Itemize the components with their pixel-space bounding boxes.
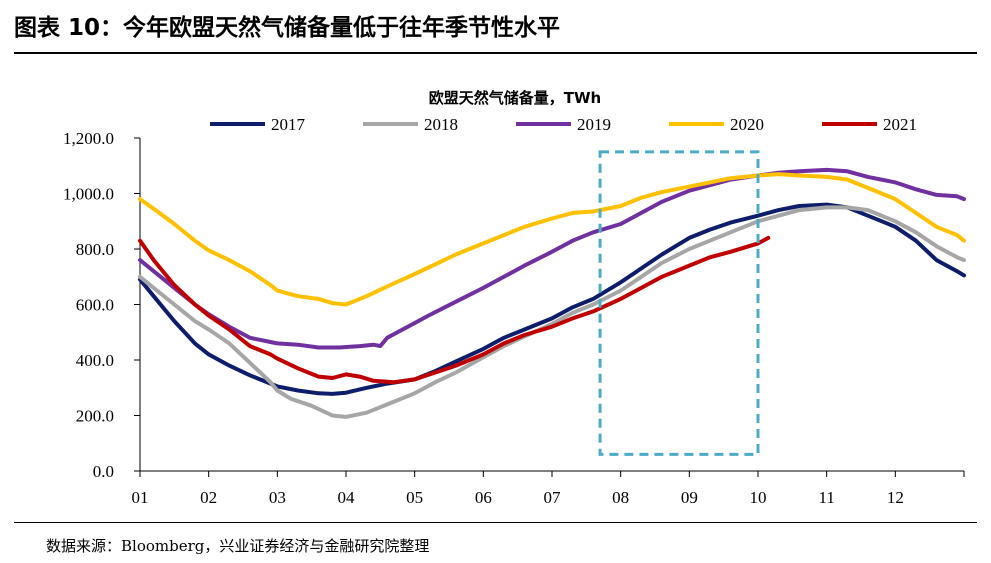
line-chart: 欧盟天然气储备量，TWh 2017 2018 2019 2020 2021 0.0 200… bbox=[63, 89, 966, 507]
legend-label-2018: 2018 bbox=[424, 115, 458, 134]
legend: 2017 2018 2019 2020 2021 bbox=[210, 115, 917, 134]
page-title: 图表 10：今年欧盟天然气储备量低于往年季节性水平 bbox=[14, 15, 561, 41]
source-note: 数据来源：Bloomberg，兴业证券经济与金融研究院整理 bbox=[46, 537, 430, 555]
x-tick-label: 03 bbox=[269, 488, 286, 507]
legend-label-2021: 2021 bbox=[883, 115, 917, 134]
legend-label-2017: 2017 bbox=[271, 115, 306, 134]
header-divider bbox=[14, 52, 977, 54]
legend-label-2020: 2020 bbox=[730, 115, 764, 134]
series-line-2019 bbox=[138, 167, 966, 350]
x-tick-label: 06 bbox=[475, 488, 492, 507]
y-tick-label: 600.0 bbox=[76, 296, 114, 315]
series-line-2018 bbox=[138, 205, 966, 419]
y-tick-label: 1,000.0 bbox=[63, 185, 114, 204]
y-tick-label: 1,200.0 bbox=[63, 129, 114, 148]
x-tick-label: 10 bbox=[750, 488, 767, 507]
y-tick-label: 400.0 bbox=[76, 351, 114, 370]
x-tick-label: 07 bbox=[544, 488, 562, 507]
x-tick-label: 09 bbox=[681, 488, 698, 507]
y-axis: 0.0 200.0 400.0 600.0 800.0 1,000.0 1,200.0 bbox=[63, 129, 141, 481]
x-tick-label: 08 bbox=[612, 488, 629, 507]
y-tick-label: 200.0 bbox=[76, 407, 114, 426]
series-line-2021 bbox=[138, 235, 771, 385]
legend-label-2019: 2019 bbox=[577, 115, 611, 134]
series-line-2017 bbox=[138, 202, 966, 396]
series-line-2020 bbox=[138, 172, 966, 307]
y-tick-label: 0.0 bbox=[93, 462, 114, 481]
x-tick-label: 01 bbox=[132, 488, 149, 507]
series-layer bbox=[138, 167, 966, 419]
x-axis: 01 02 03 04 05 06 07 08 09 10 11 12 bbox=[132, 470, 965, 507]
chart-title: 欧盟天然气储备量，TWh bbox=[429, 89, 601, 107]
x-tick-label: 05 bbox=[406, 488, 423, 507]
highlight-box bbox=[598, 150, 760, 456]
x-tick-label: 04 bbox=[338, 488, 356, 507]
x-tick-label: 02 bbox=[200, 488, 217, 507]
footer-divider bbox=[14, 522, 977, 523]
y-tick-label: 800.0 bbox=[76, 240, 114, 259]
x-tick-label: 11 bbox=[818, 488, 834, 507]
x-tick-label: 12 bbox=[887, 488, 904, 507]
